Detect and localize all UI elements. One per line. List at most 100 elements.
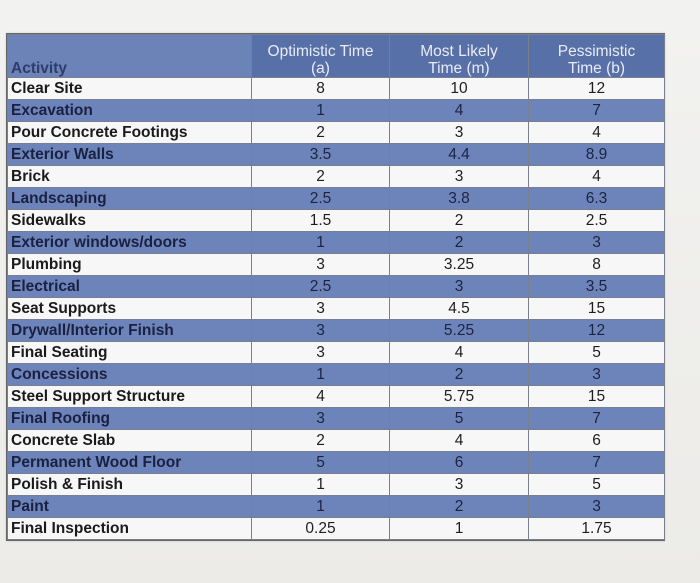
activity-cell: Electrical <box>7 275 252 298</box>
table-row: Final Inspection 0.25 1 1.75 <box>7 517 665 540</box>
activity-cell: Seat Supports <box>7 297 252 320</box>
most-likely-cell: 3 <box>389 121 529 144</box>
activity-cell: Concrete Slab <box>7 429 252 452</box>
table-row: Excavation 1 4 7 <box>7 99 665 122</box>
optimistic-cell: 3 <box>251 407 390 430</box>
optimistic-cell: 3 <box>251 253 390 276</box>
most-likely-cell: 2 <box>389 495 529 518</box>
most-likely-cell: 2 <box>389 209 529 232</box>
optimistic-cell: 5 <box>251 451 390 474</box>
activity-cell: Exterior Walls <box>7 143 252 166</box>
pessimistic-cell: 3 <box>528 363 665 386</box>
most-likely-cell: 4.4 <box>389 143 529 166</box>
pessimistic-cell: 5 <box>528 341 665 364</box>
pessimistic-cell: 4 <box>528 121 665 144</box>
pert-time-estimates-table: Activity Optimistic Time (a) Most Likely… <box>7 34 665 540</box>
most-likely-cell: 4 <box>389 429 529 452</box>
activity-time-table: Activity Optimistic Time (a) Most Likely… <box>6 33 665 541</box>
pessimistic-cell: 4 <box>528 165 665 188</box>
pessimistic-cell: 7 <box>528 407 665 430</box>
optimistic-cell: 2 <box>251 429 390 452</box>
optimistic-cell: 2 <box>251 121 390 144</box>
table-row: Pour Concrete Footings 2 3 4 <box>7 121 665 144</box>
table-row: Seat Supports 3 4.5 15 <box>7 297 665 320</box>
optimistic-cell: 0.25 <box>251 517 390 540</box>
pessimistic-cell: 12 <box>528 319 665 342</box>
most-likely-cell: 4.5 <box>389 297 529 320</box>
most-likely-cell: 2 <box>389 363 529 386</box>
most-likely-cell: 5 <box>389 407 529 430</box>
pessimistic-cell: 8 <box>528 253 665 276</box>
table-row: Concrete Slab 2 4 6 <box>7 429 665 452</box>
optimistic-cell: 1 <box>251 495 390 518</box>
most-likely-cell: 6 <box>389 451 529 474</box>
header-optimistic-time: Optimistic Time (a) <box>251 34 390 78</box>
most-likely-cell: 3.8 <box>389 187 529 210</box>
activity-cell: Paint <box>7 495 252 518</box>
activity-cell: Final Roofing <box>7 407 252 430</box>
pessimistic-cell: 3.5 <box>528 275 665 298</box>
optimistic-cell: 3 <box>251 341 390 364</box>
optimistic-cell: 3 <box>251 297 390 320</box>
most-likely-cell: 3.25 <box>389 253 529 276</box>
most-likely-cell: 4 <box>389 341 529 364</box>
table-row: Electrical 2.5 3 3.5 <box>7 275 665 298</box>
pessimistic-cell: 8.9 <box>528 143 665 166</box>
activity-cell: Plumbing <box>7 253 252 276</box>
header-row: Activity Optimistic Time (a) Most Likely… <box>7 34 665 78</box>
header-most-likely-time: Most Likely Time (m) <box>389 34 529 78</box>
table-row: Landscaping 2.5 3.8 6.3 <box>7 187 665 210</box>
table-row: Drywall/Interior Finish 3 5.25 12 <box>7 319 665 342</box>
table-row: Paint 1 2 3 <box>7 495 665 518</box>
table-row: Polish & Finish 1 3 5 <box>7 473 665 496</box>
optimistic-cell: 2.5 <box>251 275 390 298</box>
pessimistic-cell: 6 <box>528 429 665 452</box>
pessimistic-cell: 15 <box>528 385 665 408</box>
header-pessimistic-time: Pessimistic Time (b) <box>528 34 665 78</box>
table-row: Brick 2 3 4 <box>7 165 665 188</box>
table-row: Exterior Walls 3.5 4.4 8.9 <box>7 143 665 166</box>
optimistic-cell: 3.5 <box>251 143 390 166</box>
activity-cell: Clear Site <box>7 77 252 100</box>
header-optimistic-line1: Optimistic Time <box>267 43 374 60</box>
pessimistic-cell: 1.75 <box>528 517 665 540</box>
pessimistic-cell: 6.3 <box>528 187 665 210</box>
optimistic-cell: 3 <box>251 319 390 342</box>
most-likely-cell: 10 <box>389 77 529 100</box>
table-row: Exterior windows/doors 1 2 3 <box>7 231 665 254</box>
header-activity: Activity <box>7 34 252 78</box>
table-row: Clear Site 8 10 12 <box>7 77 665 100</box>
activity-cell: Concessions <box>7 363 252 386</box>
pessimistic-cell: 3 <box>528 495 665 518</box>
most-likely-cell: 3 <box>389 165 529 188</box>
table-row: Final Seating 3 4 5 <box>7 341 665 364</box>
table-row: Plumbing 3 3.25 8 <box>7 253 665 276</box>
optimistic-cell: 2.5 <box>251 187 390 210</box>
activity-cell: Sidewalks <box>7 209 252 232</box>
table-row: Concessions 1 2 3 <box>7 363 665 386</box>
table-body: Clear Site 8 10 12 Excavation 1 4 7 Pour Concret… <box>7 77 665 540</box>
activity-cell: Polish & Finish <box>7 473 252 496</box>
pessimistic-cell: 15 <box>528 297 665 320</box>
optimistic-cell: 1.5 <box>251 209 390 232</box>
header-most-likely-line2: Time (m) <box>428 60 490 77</box>
table-row: Steel Support Structure 4 5.75 15 <box>7 385 665 408</box>
header-pessimistic-line1: Pessimistic <box>557 43 636 60</box>
table-row: Final Roofing 3 5 7 <box>7 407 665 430</box>
most-likely-cell: 4 <box>389 99 529 122</box>
optimistic-cell: 8 <box>251 77 390 100</box>
pessimistic-cell: 7 <box>528 99 665 122</box>
most-likely-cell: 5.25 <box>389 319 529 342</box>
activity-cell: Pour Concrete Footings <box>7 121 252 144</box>
pessimistic-cell: 12 <box>528 77 665 100</box>
most-likely-cell: 2 <box>389 231 529 254</box>
pessimistic-cell: 3 <box>528 231 665 254</box>
most-likely-cell: 3 <box>389 473 529 496</box>
header-optimistic-line2: (a) <box>311 60 330 77</box>
pessimistic-cell: 5 <box>528 473 665 496</box>
activity-cell: Exterior windows/doors <box>7 231 252 254</box>
activity-cell: Steel Support Structure <box>7 385 252 408</box>
activity-cell: Final Inspection <box>7 517 252 540</box>
optimistic-cell: 1 <box>251 473 390 496</box>
most-likely-cell: 1 <box>389 517 529 540</box>
